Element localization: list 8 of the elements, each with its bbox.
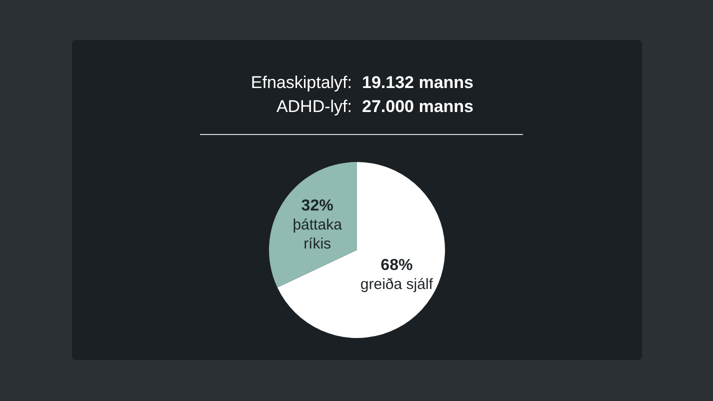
data-label: 68%	[380, 257, 413, 274]
text: ADHD-lyf:	[275, 97, 352, 117]
slice-label: þáttaka ríkis	[292, 216, 343, 252]
text: 19.132 manns	[362, 73, 475, 93]
text: Efnaskiptalyf:	[250, 73, 352, 93]
data-label: 32%	[301, 197, 334, 214]
slice-label: greiða sjálf	[360, 276, 434, 294]
text: 27.000 manns	[362, 97, 475, 117]
